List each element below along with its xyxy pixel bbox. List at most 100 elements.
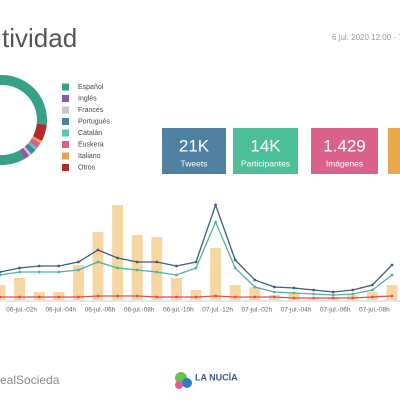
donut-slice — [23, 146, 32, 156]
logo-text: LA NUCÍA — [195, 372, 238, 382]
line-point — [273, 285, 276, 289]
line-point — [135, 294, 139, 298]
kpi-label: Tweets — [181, 158, 208, 168]
legend-swatch — [62, 106, 69, 114]
donut-slice — [33, 123, 47, 141]
legend-label: Francés — [78, 107, 104, 114]
line-point — [155, 295, 159, 299]
line-point — [292, 286, 296, 290]
line-point — [253, 278, 257, 282]
kpi-label: Participantes — [241, 158, 290, 168]
bar — [190, 290, 202, 300]
legend-label: Euskera — [78, 141, 104, 148]
x-tick-label: 06-jul.-10h — [163, 307, 194, 314]
line-point — [135, 260, 139, 264]
donut-slice — [31, 136, 42, 144]
bar — [229, 285, 241, 300]
line-point — [214, 220, 218, 224]
hashtag: ealSocieda — [0, 373, 60, 387]
donut-slice — [19, 147, 30, 159]
kpi-value: 1.429 — [323, 136, 366, 155]
x-tick-label: 06-jul.-08h — [124, 307, 155, 314]
donut-slice — [24, 143, 36, 155]
legend-label: Inglés — [78, 95, 97, 102]
line-point — [96, 260, 100, 264]
line-point — [214, 294, 218, 298]
line-point — [0, 270, 2, 274]
bar — [170, 278, 182, 300]
bar — [14, 278, 26, 300]
line-point — [233, 295, 237, 299]
line-point — [233, 266, 237, 270]
kpi-box — [311, 128, 378, 174]
bar — [386, 285, 398, 300]
legend-swatch — [62, 164, 69, 171]
legend-swatch — [62, 95, 69, 102]
bar — [288, 293, 300, 300]
line-point — [351, 288, 355, 292]
legend-swatch — [62, 152, 69, 160]
line-point — [233, 258, 237, 262]
kpi-box — [388, 128, 400, 174]
kpi-box — [162, 128, 226, 174]
logo: LA NUCÍA — [175, 372, 238, 389]
legend-swatch — [62, 83, 69, 91]
line-point — [292, 296, 296, 300]
x-tick-label: 06-jul.-06h — [85, 307, 116, 314]
line-point — [273, 290, 276, 294]
line-point — [390, 294, 394, 298]
legend-label: Portugués — [78, 118, 110, 125]
legend-swatch — [62, 141, 69, 148]
line-point — [135, 268, 139, 272]
logo-icon — [182, 378, 192, 388]
x-tick-label: 07-jul.-08h — [359, 307, 390, 314]
x-tick-label: 07-jul.-04h — [281, 307, 312, 314]
line-point — [155, 260, 159, 264]
line-point — [18, 295, 21, 299]
line-point — [331, 296, 335, 300]
bar — [0, 285, 6, 300]
line-point — [37, 295, 41, 299]
line-point — [331, 290, 335, 294]
line-point — [57, 295, 61, 299]
line-point — [37, 264, 41, 268]
kpi-value: 14K — [250, 136, 281, 155]
line-point — [194, 260, 198, 264]
line-point — [351, 292, 355, 296]
line-point — [312, 292, 315, 296]
line-point — [37, 270, 41, 274]
donut-slice — [28, 141, 38, 151]
line-point — [18, 266, 21, 270]
line-point — [253, 285, 257, 289]
legend-label: Catalán — [78, 130, 102, 137]
line-point — [0, 273, 2, 277]
legend-label: Español — [78, 84, 104, 91]
line-point — [18, 270, 21, 274]
line-point — [116, 256, 119, 260]
line-point — [116, 266, 119, 270]
line-point — [96, 248, 100, 252]
bar — [131, 235, 143, 300]
x-tick-label: 06-jul.-02h — [6, 307, 37, 314]
line-point — [331, 293, 335, 297]
kpi-label: Imágenes — [326, 158, 363, 168]
line-point — [175, 273, 178, 277]
donut-slice — [0, 75, 47, 165]
x-tick-label: 06-jul.-04h — [45, 307, 76, 314]
line-point — [371, 288, 374, 292]
legend-label: Italiano — [78, 153, 101, 160]
line — [0, 220, 393, 296]
line-point — [351, 296, 355, 300]
legend-swatch — [62, 118, 69, 125]
line-point — [292, 291, 296, 295]
line-point — [371, 283, 374, 287]
line-point — [96, 294, 100, 298]
kpi-value: 21K — [179, 136, 210, 155]
bar — [249, 287, 261, 300]
line-point — [312, 296, 315, 300]
legend-swatch — [62, 129, 69, 137]
bar — [151, 237, 163, 300]
line-point — [390, 273, 394, 277]
x-tick-label: 07-jul.-06h — [320, 307, 351, 314]
x-tick-label: 07-jul.-12h — [202, 307, 233, 314]
